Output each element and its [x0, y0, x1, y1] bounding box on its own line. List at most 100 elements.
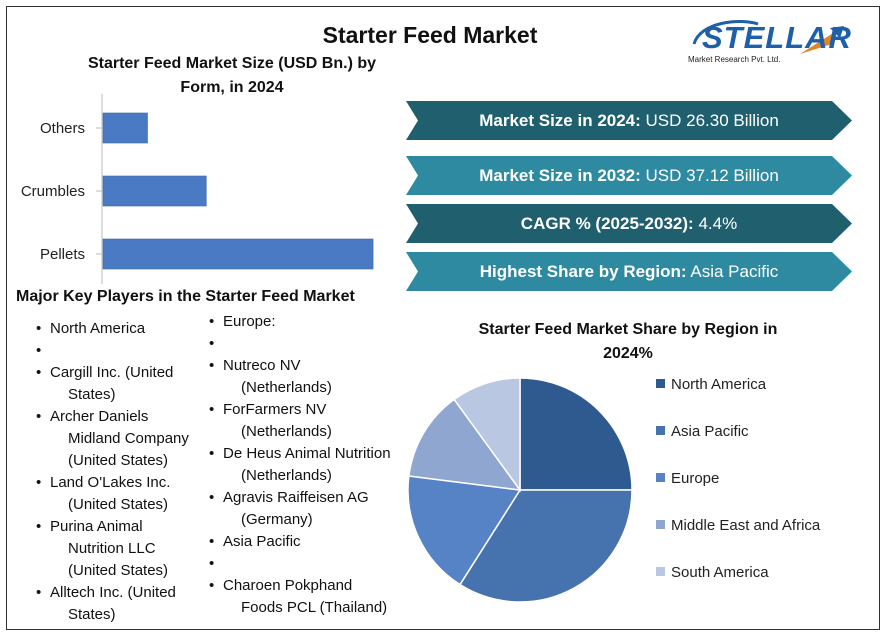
player-text-line: Purina Animal: [50, 518, 143, 535]
player-list-item: Land O'Lakes Inc. (United States): [34, 472, 189, 516]
stat-banner: CAGR % (2025-2032): 4.4%: [406, 204, 852, 243]
legend-swatch: [656, 426, 665, 435]
stat-value: USD 26.30 Billion: [645, 111, 779, 130]
stat-banner-text: Highest Share by Region: Asia Pacific: [436, 252, 822, 291]
stat-banner: Market Size in 2032: USD 37.12 Billion: [406, 156, 852, 195]
pie-slice-north-america: [519, 377, 633, 491]
infographic-frame: [6, 6, 880, 630]
player-list-item: [207, 333, 391, 355]
pie-slice-middle-east-and-africa: [408, 398, 522, 491]
stat-banner-text: Market Size in 2032: USD 37.12 Billion: [436, 156, 822, 195]
player-text-line: Archer Daniels: [50, 408, 149, 425]
bar-tick-label: Pellets: [40, 246, 85, 263]
player-text-line: Asia Pacific: [223, 533, 301, 550]
legend-label: Middle East and Africa: [671, 517, 821, 534]
bar-crumbles: [102, 175, 207, 207]
player-text-line: (Netherlands): [241, 467, 332, 484]
bar-pellets: [102, 238, 374, 270]
player-list-item: Nutreco NV (Netherlands): [207, 355, 391, 399]
bar-tick-label: Crumbles: [21, 183, 85, 200]
player-text-line: (United States): [68, 496, 169, 513]
bar-chart-title: Starter Feed Market Size (USD Bn.) by Fo…: [52, 52, 412, 100]
stat-label: CAGR % (2025-2032):: [520, 214, 694, 233]
player-list-item: Charoen Pokphand Foods PCL (Thailand): [207, 575, 391, 619]
player-text-line: Alltech Inc. (United: [50, 584, 176, 601]
player-list-item: De Heus Animal Nutrition (Netherlands): [207, 443, 391, 487]
stat-value: USD 37.12 Billion: [645, 166, 779, 185]
bar-chart-title-line1: Starter Feed Market Size (USD Bn.) by: [87, 55, 377, 72]
player-text-line: ForFarmers NV: [223, 401, 327, 418]
page-title: Starter Feed Market: [322, 22, 538, 48]
player-list-item: Cargill Inc. (United States): [34, 362, 189, 406]
player-text-line: States): [68, 606, 116, 623]
player-text-line: (Germany): [241, 511, 313, 528]
bar-others: [102, 112, 148, 144]
stat-value: Asia Pacific: [690, 262, 779, 281]
stat-banner-text: CAGR % (2025-2032): 4.4%: [436, 204, 822, 243]
player-list-item: [34, 340, 189, 362]
player-text-line: (Netherlands): [241, 423, 332, 440]
player-text-line: Agravis Raiffeisen AG: [223, 489, 369, 506]
legend-swatch: [656, 520, 665, 529]
stat-banner-shape: [406, 204, 852, 243]
stat-banner-text: Market Size in 2024: USD 26.30 Billion: [436, 101, 822, 140]
player-list-item: Purina Animal Nutrition LLC (United States…: [34, 516, 189, 582]
player-text-line: States): [68, 386, 116, 403]
player-text-line: Europe:: [223, 313, 276, 330]
player-text-line: Charoen Pokphand: [223, 577, 353, 594]
player-text-line: Cargill Inc. (United: [50, 364, 174, 381]
stat-banner-shape: [406, 101, 852, 140]
form-bar-chart: Others Crumbles Pellets: [21, 94, 374, 284]
stat-label: Market Size in 2024:: [479, 111, 641, 130]
pie-slice-europe: [407, 475, 522, 586]
pie-chart-title-line2: 2024%: [603, 345, 653, 362]
player-list-item: Asia Pacific: [207, 531, 391, 553]
logo-swoosh-icon: [692, 20, 844, 54]
player-list-item: Alltech Inc. (United States): [34, 582, 189, 626]
player-text-line: (United States): [68, 452, 169, 469]
logo-wordmark: STELLAR: [702, 20, 852, 55]
key-players-title: Major Key Players in the Starter Feed Ma…: [16, 288, 355, 305]
player-text-line: (Netherlands): [241, 379, 332, 396]
players-column-2: Europe: Nutreco NV(Netherlands)ForFarmer…: [207, 311, 391, 619]
logo-tagline: Market Research Pvt. Ltd.: [688, 55, 781, 64]
player-text-line: [223, 333, 391, 355]
stat-banner-shape: [406, 252, 852, 291]
player-list-item: ForFarmers NV (Netherlands): [207, 399, 391, 443]
bar-tick-label: Others: [40, 120, 85, 137]
player-text-line: Nutrition LLC: [68, 540, 156, 557]
stat-banner: Highest Share by Region: Asia Pacific: [406, 252, 852, 291]
legend-item: Asia Pacific: [656, 423, 820, 470]
stat-label: Highest Share by Region:: [479, 262, 687, 281]
stellar-logo: STELLAR Market Research Pvt. Ltd.: [680, 14, 870, 70]
region-pie-chart: [407, 377, 633, 603]
player-list-item: Agravis Raiffeisen AG (Germany): [207, 487, 391, 531]
legend-swatch: [656, 473, 665, 482]
player-text-line: (United States): [68, 562, 169, 579]
player-text-line: Foods PCL (Thailand): [241, 599, 388, 616]
legend-item: South America: [656, 564, 820, 611]
pie-legend: North America Asia Pacific Europe Middle Ea…: [656, 376, 820, 611]
player-list-item: [207, 553, 391, 575]
legend-item: North America: [656, 376, 820, 423]
legend-item: Middle East and Africa: [656, 517, 820, 564]
stat-value: 4.4%: [698, 214, 738, 233]
stat-banner: Market Size in 2024: USD 26.30 Billion: [406, 101, 852, 140]
player-list-item: Archer Daniels Midland Company (United Sta…: [34, 406, 189, 472]
pie-chart-title-line1: Starter Feed Market Share by Region in: [478, 321, 778, 338]
pie-chart-title: Starter Feed Market Share by Region in 2…: [448, 318, 808, 366]
legend-label: Asia Pacific: [671, 423, 749, 440]
legend-swatch: [656, 567, 665, 576]
stat-label: Market Size in 2032:: [479, 166, 641, 185]
players-column-1: North America Cargill Inc. (United States…: [34, 318, 189, 626]
legend-item: Europe: [656, 470, 820, 517]
player-text-line: Midland Company: [68, 430, 189, 447]
legend-label: North America: [671, 376, 767, 393]
legend-label: South America: [671, 564, 769, 581]
legend-label: Europe: [671, 470, 720, 487]
player-text-line: [223, 553, 391, 575]
bar-chart-title-line2: Form, in 2024: [180, 79, 284, 96]
stat-banner-shape: [406, 156, 852, 195]
player-text-line: De Heus Animal Nutrition: [223, 445, 391, 462]
player-text-line: Nutreco NV: [223, 357, 301, 374]
